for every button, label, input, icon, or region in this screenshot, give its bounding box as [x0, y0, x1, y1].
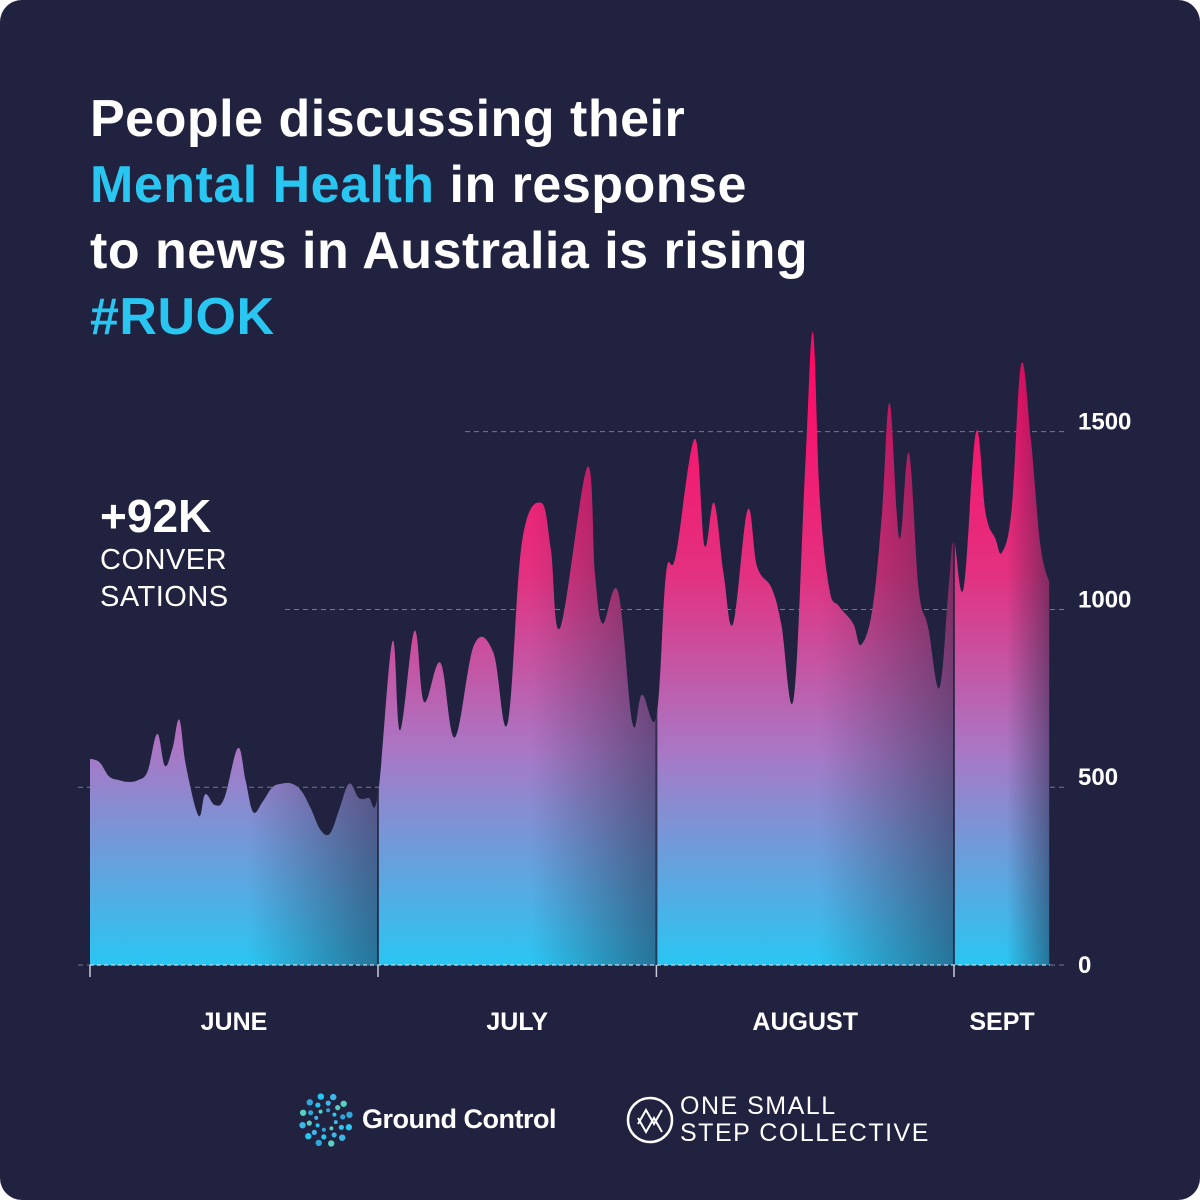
- one-small-step-line-1: ONE SMALL: [680, 1092, 837, 1120]
- logo-dot: [338, 1124, 344, 1130]
- logo-dot: [327, 1140, 335, 1147]
- logo-dot: [346, 1111, 353, 1119]
- month-label-july: JULY: [486, 1008, 548, 1036]
- logo-dot: [331, 1132, 337, 1138]
- footer-logos: Ground Control ONE SMALL STEP COLLECTIVE: [296, 1090, 936, 1150]
- month-shade-august: [820, 331, 954, 965]
- logo-dot: [308, 1110, 314, 1116]
- ground-control-logo: Ground Control: [296, 1090, 626, 1150]
- logo-dot: [317, 1093, 325, 1100]
- kpi-label-line-2: SATIONS: [100, 581, 229, 613]
- one-small-step-logo: ONE SMALL STEP COLLECTIVE: [622, 1090, 942, 1150]
- logo-dot: [326, 1108, 331, 1113]
- logo-dot: [321, 1127, 326, 1132]
- month-shade-july: [531, 331, 657, 965]
- kpi-label: CONVER SATIONS: [100, 542, 250, 616]
- area-series: [90, 331, 1050, 965]
- month-shade-june: [248, 331, 378, 965]
- y-axis-ticks: 0 500 1000 1500: [1078, 409, 1131, 979]
- month-shade-sept: [1006, 331, 1050, 965]
- kpi-label-line-1: CONVER: [100, 544, 228, 576]
- logo-dot: [340, 1100, 347, 1107]
- logo-dot: [333, 1120, 338, 1125]
- headline-line-3: to news in Australia is rising: [90, 222, 809, 280]
- logo-dot: [306, 1120, 312, 1126]
- one-small-step-wordmark: ONE SMALL STEP COLLECTIVE: [680, 1093, 930, 1147]
- y-tick-label-1000: 1000: [1078, 586, 1131, 613]
- ground-control-dots-icon: [299, 1093, 353, 1147]
- logo-dot: [345, 1124, 353, 1131]
- headline-line-2: Mental Health in response: [90, 152, 990, 218]
- logo-dot: [299, 1109, 307, 1116]
- month-label-june: JUNE: [201, 1008, 268, 1036]
- logo-dot: [306, 1099, 313, 1106]
- x-axis: JUNE JULY AUGUST SEPT: [89, 964, 1050, 1036]
- month-label-august: AUGUST: [752, 1008, 858, 1036]
- logo-dot: [332, 1112, 337, 1117]
- kpi-block: +92K CONVER SATIONS: [100, 490, 250, 616]
- one-small-step-circle-icon: [626, 1096, 674, 1144]
- logo-dot: [321, 1134, 327, 1140]
- headline-line-2-rest: in response: [434, 156, 747, 214]
- logo-dot: [311, 1129, 317, 1135]
- logo-dot: [314, 1115, 319, 1120]
- logo-dot: [339, 1134, 346, 1141]
- logo-dot: [299, 1121, 306, 1129]
- y-tick-label-0: 0: [1078, 952, 1091, 979]
- headline: People discussing their Mental Health in…: [90, 86, 990, 350]
- logo-dot: [315, 1123, 320, 1128]
- logo-dot: [335, 1105, 341, 1111]
- hashtag: #RUOK: [90, 288, 275, 346]
- y-tick-label-1500: 1500: [1078, 409, 1131, 436]
- logo-dot: [318, 1109, 323, 1114]
- one-small-step-line-2: STEP COLLECTIVE: [680, 1119, 930, 1147]
- ground-control-wordmark: Ground Control: [362, 1104, 556, 1134]
- logo-dot: [329, 1126, 334, 1131]
- month-label-sept: SEPT: [969, 1008, 1034, 1036]
- logo-dot: [315, 1139, 322, 1147]
- logo-dot: [315, 1102, 321, 1108]
- y-tick-label-500: 500: [1078, 764, 1118, 791]
- logo-dot: [330, 1093, 337, 1101]
- kpi-value: +92K: [100, 490, 212, 542]
- logo-dot: [305, 1133, 312, 1140]
- logo-dot: [325, 1100, 331, 1106]
- logo-dot: [340, 1114, 346, 1120]
- headline-line-1: People discussing their: [90, 90, 686, 148]
- headline-highlight: Mental Health: [90, 156, 435, 214]
